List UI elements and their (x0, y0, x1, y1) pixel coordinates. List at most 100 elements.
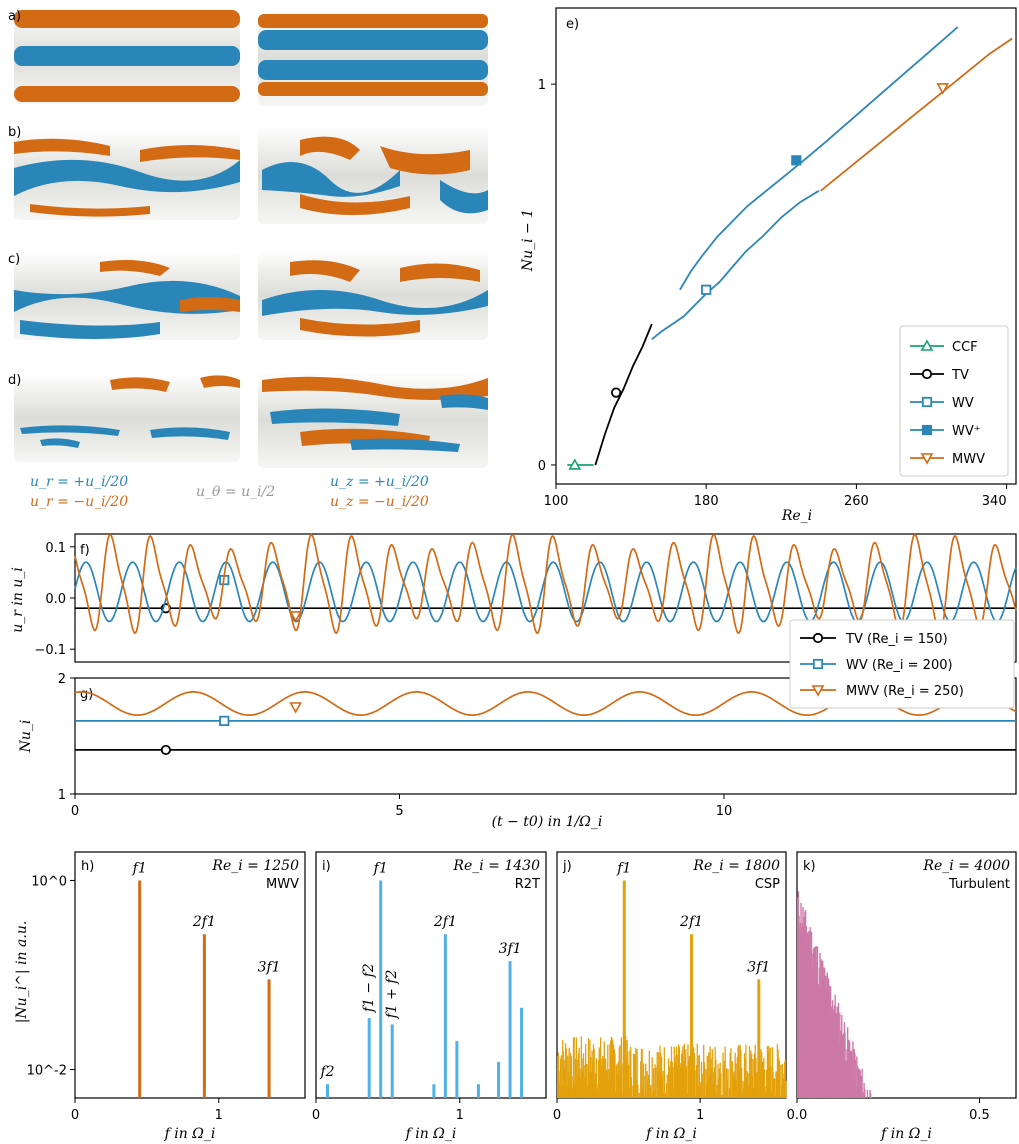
chart-g-ylabel: Nu_i (18, 720, 34, 754)
spectra-panels: h) Re_i = 1250 MWV 0 1 f in Ω_i 10^0 10^-2 f1 2f1… (27, 851, 1017, 1142)
chart-i-peak-label: f1 (373, 860, 388, 876)
chart-k-frame (796, 851, 1017, 1099)
chart-e-ylabel: Nu_i − 1 (520, 209, 536, 272)
chart-k-title: Re_i = 4000 (922, 858, 1010, 874)
chart-e-label: e) (566, 17, 579, 32)
chart-j-label: j) (562, 859, 572, 874)
chart-e-series-3 (679, 26, 959, 291)
chart-f-series (74, 533, 1017, 635)
chart-h-frame (74, 851, 306, 1099)
chart-i-peak-label: 3f1 (499, 941, 522, 957)
legend-ur-pos: u_r = +u_i/20 (30, 474, 128, 490)
chart-e-xtick-label: 100 (544, 494, 569, 509)
legend-uz-pos: u_z = +u_i/20 (330, 474, 429, 490)
chart-e-legend-marker (921, 368, 933, 380)
chart-i-xtick-label: 0 (312, 1108, 320, 1123)
chart-h-ytick-label: 10^-2 (27, 1064, 67, 1079)
render-d (14, 372, 488, 468)
chart-fg-legend-marker (811, 685, 825, 697)
render-c (14, 250, 488, 340)
chart-g-xtick-label: 10 (716, 804, 733, 819)
chart-e-ticks: 100 180 260 340 0 1 (538, 78, 1008, 509)
chart-e-marker-4 (936, 83, 950, 95)
chart-i-peak-label: f2 (319, 1064, 334, 1080)
chart-j: j) Re_i = 1800 CSP 0 1 f in Ω_i f1 2f1 3f1 (553, 851, 787, 1142)
render-panels: a) b) c) d) u_r = +u_i/20 u_r = −u_i/20 … (8, 8, 488, 510)
chart-h-title: Re_i = 1250 (211, 858, 299, 874)
chart-e-legend: CCF TV WV WV⁺ MWV (899, 325, 1009, 477)
chart-k-xtick-label: 0.5 (969, 1108, 990, 1123)
chart-i-frame (315, 851, 547, 1099)
chart-i-label: i) (322, 859, 331, 874)
chart-e: e) 100 180 260 340 0 1 Re_i Nu_i − 1 CCF TV WV W… (520, 7, 1017, 524)
chart-e-ytick-label: 0 (538, 459, 546, 474)
chart-e-series-2 (651, 190, 820, 340)
chart-fg-legend-label: WV (Re_i = 200) (846, 658, 953, 673)
chart-i: i) Re_i = 1430 R2T 0 1 f in Ω_i f2 f1 − f2 f1 f1 … (312, 851, 547, 1142)
chart-e-series-4 (820, 37, 1013, 192)
render-c-label: c) (8, 252, 20, 267)
chart-e-legend-marker (920, 339, 934, 351)
chart-f-label: f) (80, 543, 90, 558)
chart-f-ticks: −0.1 0.0 0.1 (34, 541, 75, 658)
chart-j-xtick-label: 1 (696, 1108, 704, 1123)
chart-g-xtick-label: 5 (395, 804, 403, 819)
legend-utheta: u_θ = u_i/2 (196, 484, 275, 500)
chart-e-marker-3 (791, 155, 802, 166)
render-a (14, 8, 488, 106)
chart-j-xlabel: f in Ω_i (645, 1126, 697, 1142)
chart-g-marker-0 (160, 744, 171, 756)
chart-i-subtitle: R2T (515, 877, 540, 892)
chart-e-legend-marker (920, 453, 934, 465)
chart-e-xtick-label: 340 (982, 494, 1007, 509)
chart-j-peak-label: 2f1 (679, 914, 703, 930)
chart-e-legend-label: TV (951, 368, 969, 383)
legend-ur-neg: u_r = −u_i/20 (30, 494, 128, 510)
chart-j-xtick-label: 0 (553, 1108, 561, 1123)
render-a-label: a) (8, 9, 21, 24)
chart-k: k) Re_i = 4000 Turbulent 0.0 0.5 f in Ω_i (787, 851, 1017, 1142)
chart-g-xtick-label: 0 (71, 804, 79, 819)
chart-h-peak-label: 2f1 (192, 914, 216, 930)
chart-j-subtitle: CSP (755, 877, 780, 892)
chart-e-xlabel: Re_i (781, 508, 812, 524)
chart-j-peak-label: 3f1 (747, 959, 770, 975)
chart-e-series (567, 26, 1013, 470)
chart-h-label: h) (81, 859, 94, 874)
chart-f-ytick-label: 0.1 (45, 541, 66, 556)
legend-uz-neg: u_z = −u_i/20 (330, 494, 429, 510)
chart-g-marker-2 (289, 702, 303, 714)
chart-h-ylabel: |Nu_i^| in a.u. (14, 921, 30, 1024)
render-b (14, 126, 488, 224)
render-b-label: b) (8, 125, 21, 140)
chart-g-ytick-label: 1 (58, 788, 66, 803)
chart-i-xlabel: f in Ω_i (405, 1126, 457, 1142)
chart-e-series-1 (594, 323, 653, 466)
chart-h-xlabel: f in Ω_i (164, 1126, 216, 1142)
chart-k-subtitle: Turbulent (948, 877, 1010, 892)
chart-i-peak-label: 2f1 (433, 914, 457, 930)
chart-e-legend-label: MWV (952, 452, 985, 467)
chart-h-xtick-label: 0 (71, 1108, 79, 1123)
chart-h-xtick-label: 1 (215, 1108, 223, 1123)
chart-i-peak-label: f1 + f2 (384, 970, 400, 1020)
chart-e-legend-marker (921, 424, 933, 436)
chart-h-peak-label: 3f1 (258, 959, 281, 975)
chart-j-peak-label: f1 (616, 860, 631, 876)
chart-fg-legend-marker (812, 632, 824, 644)
chart-e-xtick-label: 180 (694, 494, 719, 509)
render-d-label: d) (8, 373, 21, 388)
chart-k-xtick-label: 0.0 (787, 1108, 808, 1123)
chart-k-label: k) (803, 859, 816, 874)
chart-i-title: Re_i = 1430 (452, 858, 540, 874)
chart-fg-legend-label: TV (Re_i = 150) (845, 632, 948, 647)
chart-e-legend-label: CCF (952, 340, 978, 355)
chart-e-xtick-label: 260 (844, 494, 869, 509)
chart-e-legend-label: WV⁺ (952, 424, 981, 439)
chart-e-legend-label: WV (952, 396, 974, 411)
chart-f-marker-2 (289, 611, 303, 623)
chart-j-title: Re_i = 1800 (692, 858, 780, 874)
chart-fg-legend-marker (812, 658, 824, 670)
chart-e-ytick-label: 1 (538, 78, 546, 93)
